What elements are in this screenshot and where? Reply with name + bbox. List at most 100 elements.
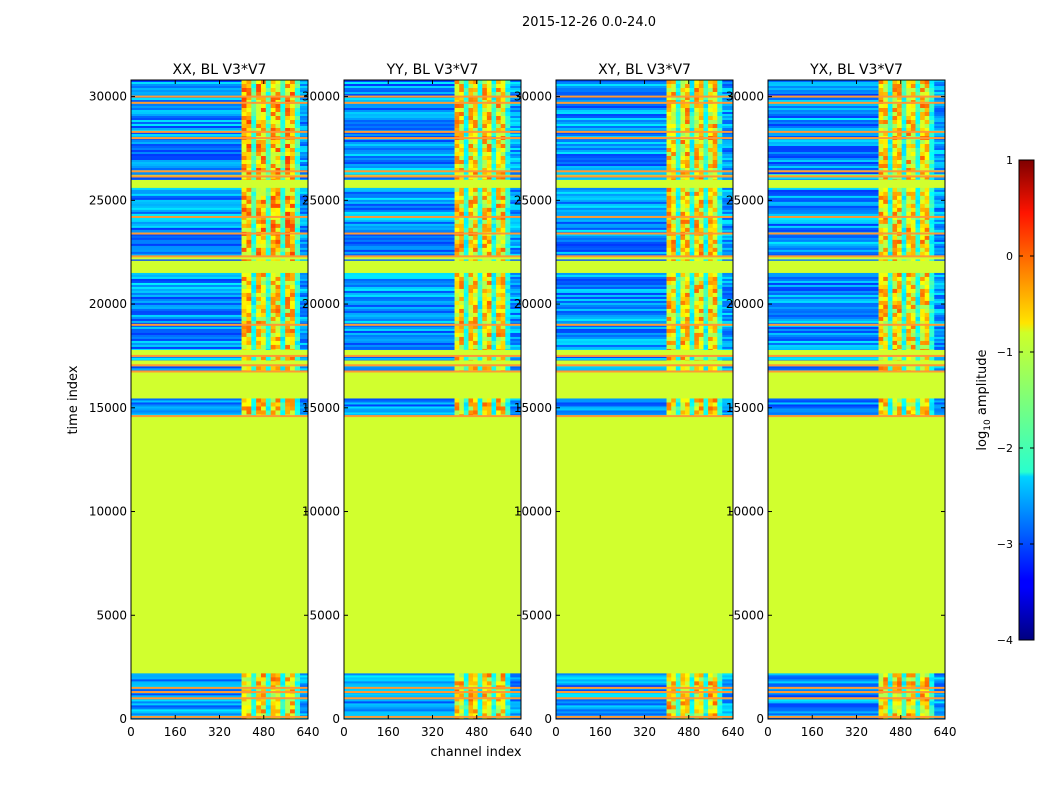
band-cell (275, 227, 281, 233)
band-cell (717, 108, 723, 113)
band-cell (290, 191, 296, 197)
band-cell (290, 96, 296, 101)
band-cell (680, 713, 686, 718)
band-cell (698, 203, 704, 209)
band-cell (496, 227, 502, 233)
band-cell (675, 406, 681, 411)
band-row (131, 679, 242, 682)
band-cell (280, 251, 286, 257)
band-cell (496, 280, 502, 286)
band-cell (717, 116, 723, 121)
band-row (556, 693, 667, 696)
band-cell (459, 207, 465, 213)
band-cell (256, 211, 262, 217)
band-cell (500, 344, 506, 350)
band-row (299, 280, 308, 284)
band-cell (491, 207, 497, 213)
band-row (933, 193, 945, 197)
band-cell (680, 199, 686, 205)
band-cell (698, 152, 704, 157)
band-cell (505, 717, 511, 719)
band-cell (915, 332, 921, 338)
band-cell (712, 128, 718, 133)
band-cell (717, 84, 723, 89)
band-cell (708, 112, 714, 117)
band-row (299, 711, 308, 714)
band-row (721, 318, 733, 322)
band-cell (454, 366, 460, 371)
band-cell (463, 705, 469, 710)
band-cell (256, 304, 262, 310)
band-cell (671, 705, 677, 710)
band-row (299, 90, 308, 93)
band-cell (463, 324, 469, 330)
band-cell (675, 172, 681, 175)
band-cell (280, 717, 286, 719)
band-row (768, 408, 879, 411)
band-cell (275, 207, 281, 213)
band-row (299, 98, 308, 101)
band-cell (241, 227, 247, 233)
band-cell (712, 156, 718, 161)
band-cell (477, 132, 483, 137)
band-cell (491, 251, 497, 257)
band-cell (463, 124, 469, 129)
band-cell (473, 316, 478, 322)
band-cell (285, 164, 291, 169)
band-cell (717, 332, 723, 338)
band-row (131, 318, 242, 322)
band-cell (675, 344, 681, 350)
band-row (509, 150, 521, 153)
band-cell (887, 296, 893, 302)
band-cell (294, 88, 301, 93)
band-cell (712, 697, 718, 702)
band-cell (689, 348, 695, 351)
band-row (344, 152, 455, 155)
band-cell (666, 211, 672, 217)
band-cell (703, 681, 709, 686)
band-row (131, 675, 242, 678)
band-cell (897, 300, 902, 306)
band-cell (280, 203, 286, 209)
band-cell (463, 191, 469, 197)
band-cell (486, 104, 492, 109)
band-row (344, 406, 455, 409)
data-band (768, 355, 945, 361)
band-cell (294, 148, 301, 153)
band-cell (285, 328, 291, 334)
band-cell (477, 243, 483, 249)
band-row (344, 243, 455, 247)
band-cell (694, 168, 700, 173)
band-row (131, 88, 242, 91)
flag-line (344, 354, 521, 357)
band-cell (717, 132, 723, 137)
band-cell (241, 187, 247, 193)
band-cell (468, 187, 474, 193)
band-cell (285, 308, 291, 314)
band-cell (486, 160, 492, 165)
band-cell (500, 328, 506, 334)
band-cell (260, 235, 267, 241)
band-cell (689, 251, 695, 257)
band-cell (290, 116, 296, 121)
band-row (299, 223, 308, 227)
band-cell (275, 128, 281, 133)
band-row (344, 707, 455, 710)
band-cell (671, 92, 677, 97)
band-cell (290, 693, 296, 698)
band-cell (251, 705, 257, 710)
panel-1: XX, BL V3*V70 160 320 480 640050001000015000… (89, 62, 320, 739)
data-band (131, 259, 308, 261)
band-cell (666, 316, 672, 322)
band-cell (251, 300, 257, 306)
band-row (556, 336, 667, 340)
band-row (344, 203, 455, 207)
band-cell (454, 344, 460, 350)
band-cell (689, 80, 695, 85)
band-cell (915, 348, 921, 351)
band-cell (708, 673, 714, 678)
band-cell (675, 108, 681, 113)
band-cell (920, 344, 926, 350)
band-row (509, 330, 521, 334)
band-cell (251, 223, 257, 229)
